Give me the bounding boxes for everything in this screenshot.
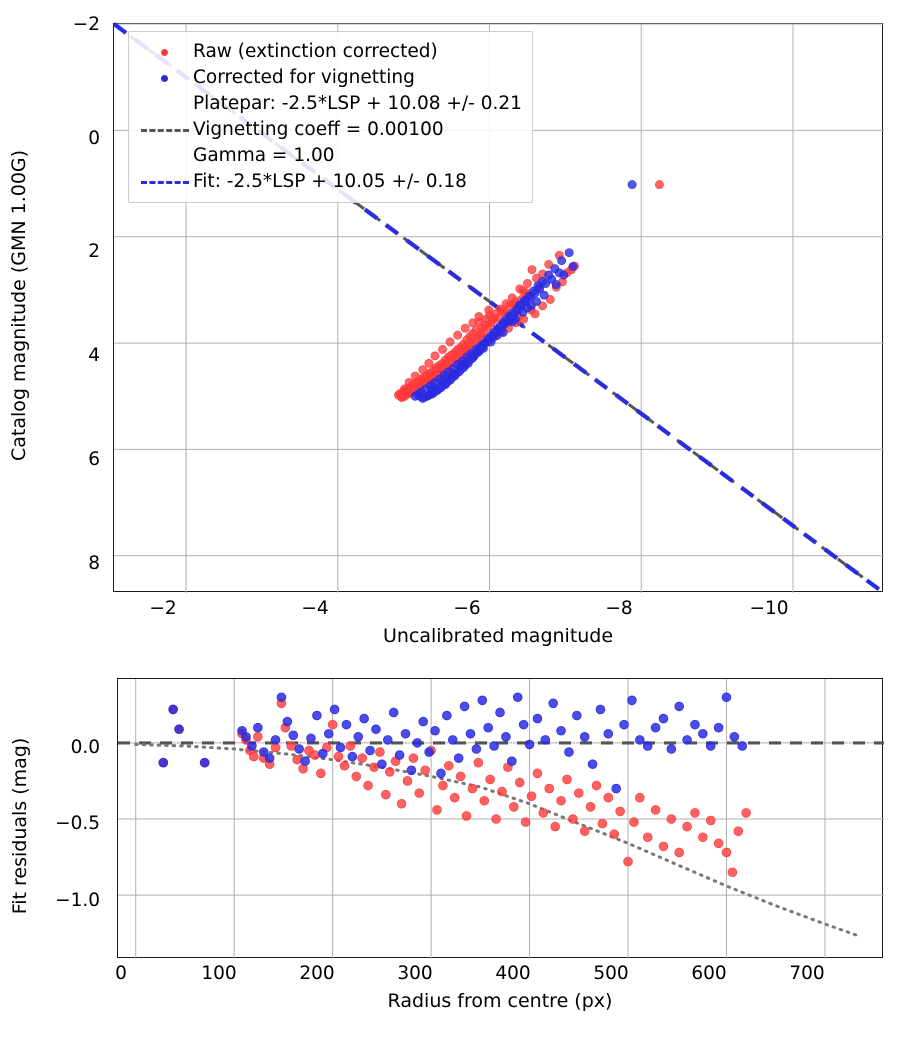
- bottom-ytick-label: 0.0: [70, 737, 100, 758]
- legend-entry-platepar: Platepar: -2.5*LSP + 10.08 +/- 0.21 Vign…: [137, 91, 522, 169]
- top-ytick-label: 6: [88, 449, 100, 470]
- legend-label-platepar-2: Vignetting coeff = 0.00100: [193, 119, 444, 140]
- bottom-plot-reference-lines: [118, 741, 884, 938]
- bottom-xtick-label: 700: [789, 963, 825, 984]
- bottom-plot-corrected-points: [158, 692, 748, 794]
- top-xtick-label: −8: [605, 598, 633, 619]
- bottom-ytick-label: −1.0: [55, 890, 100, 911]
- bottom-xtick-label: 600: [691, 963, 727, 984]
- bottom-plot-canvas: [118, 679, 884, 959]
- top-xtick-label: −4: [301, 598, 329, 619]
- bottom-ytick-label: −0.5: [55, 813, 100, 834]
- bottom-xtick-label: 400: [495, 963, 531, 984]
- top-plot-xlabel: Uncalibrated magnitude: [382, 625, 614, 647]
- top-ytick-label: 4: [88, 345, 100, 366]
- legend-marker-raw: [137, 39, 193, 65]
- top-plot-legend[interactable]: Raw (extinction corrected) Corrected for…: [128, 31, 533, 203]
- legend-marker-corrected: [137, 65, 193, 91]
- top-xtick-label: −10: [749, 598, 789, 619]
- legend-entry-corrected: Corrected for vignetting: [137, 65, 522, 91]
- legend-dash-platepar: [137, 91, 193, 169]
- legend-dash-fit: [137, 169, 193, 195]
- bottom-xtick-label: 500: [593, 963, 629, 984]
- top-plot-canvas: [112, 22, 886, 595]
- legend-label-raw: Raw (extinction corrected): [193, 41, 438, 62]
- legend-entry-fit: Fit: -2.5*LSP + 10.05 +/- 0.18: [137, 169, 522, 195]
- bottom-xtick-label: 100: [201, 963, 237, 984]
- top-plot-corrected-points: [410, 180, 637, 403]
- top-ytick-label: 0: [88, 128, 100, 149]
- bottom-plot-axes: [117, 678, 884, 959]
- bottom-plot-gridlines: [118, 679, 884, 959]
- top-xtick-label: −6: [453, 598, 481, 619]
- bottom-plot-raw-points: [158, 698, 751, 878]
- legend-label-corrected: Corrected for vignetting: [193, 67, 415, 88]
- top-xtick-label: −2: [149, 598, 177, 619]
- bottom-xtick-label: 0: [115, 963, 127, 984]
- legend-label-fit: Fit: -2.5*LSP + 10.05 +/- 0.18: [193, 171, 467, 192]
- bottom-xtick-label: 300: [397, 963, 433, 984]
- magnitude-calibration-panel: Catalog magnitude (GMN 1.00G) −2 0 2 4 6…: [8, 14, 886, 647]
- top-ytick-label: 8: [88, 553, 100, 574]
- fit-residuals-panel: Fit residuals (mag) 0.0 −0.5 −1.0 0 100 …: [0, 650, 900, 1050]
- top-ytick-label: −2: [72, 14, 100, 35]
- top-plot-raw-points: [394, 180, 664, 402]
- legend-label-platepar-1: Platepar: -2.5*LSP + 10.08 +/- 0.21: [193, 93, 522, 114]
- bottom-xtick-label: 200: [299, 963, 335, 984]
- legend-label-platepar-3: Gamma = 1.00: [193, 145, 335, 166]
- bottom-plot-xlabel: Radius from centre (px): [387, 990, 613, 1012]
- legend-entry-raw: Raw (extinction corrected): [137, 39, 522, 65]
- top-plot-ylabel: Catalog magnitude (GMN 1.00G): [8, 149, 30, 461]
- bottom-plot-ylabel: Fit residuals (mag): [9, 737, 31, 915]
- top-ytick-label: 2: [88, 241, 100, 262]
